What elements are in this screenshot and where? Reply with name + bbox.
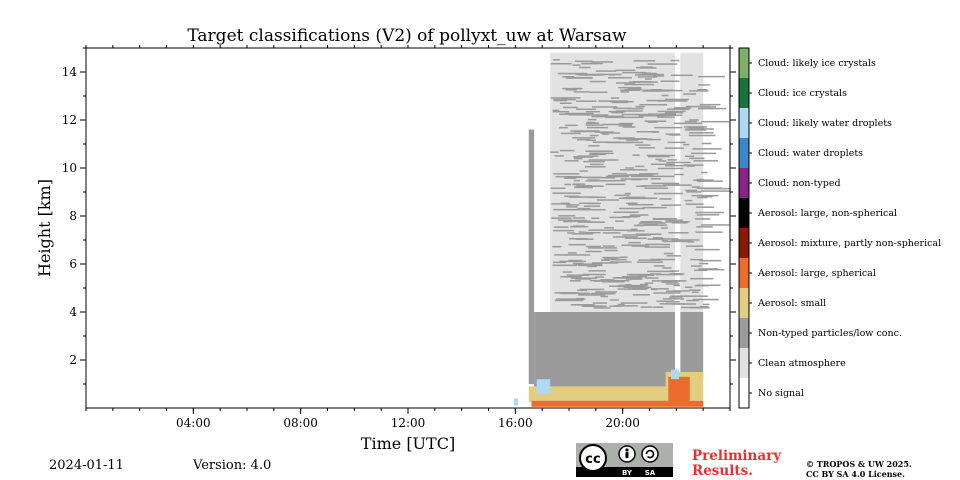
legend-label: Non-typed particles/low conc. — [758, 328, 902, 339]
legend-label: Cloud: non-typed — [758, 178, 841, 189]
legend-swatch — [739, 138, 749, 168]
version-label: Version: 4.0 — [193, 458, 272, 473]
x-tick-label: 08:00 — [283, 416, 318, 430]
share-alike-icon — [641, 445, 659, 463]
y-tick-label: 12 — [62, 113, 77, 127]
cloud-texture — [550, 59, 731, 309]
copyright-line-1: © TROPOS & UW 2025. — [806, 459, 912, 469]
legend-swatch — [739, 288, 749, 318]
x-tick-label: 04:00 — [176, 416, 211, 430]
class-legend: Cloud: likely ice crystals Cloud: ice cry… — [738, 47, 941, 409]
y-axis-label: Height [km] — [35, 179, 54, 277]
region-8 — [536, 379, 551, 394]
x-tick-label: 20:00 — [605, 416, 640, 430]
date-label: 2024-01-11 — [49, 458, 124, 473]
x-tick-label: 12:00 — [391, 416, 426, 430]
legend-label: Clean atmosphere — [758, 358, 846, 369]
legend-label: Aerosol: large, non-spherical — [757, 208, 897, 219]
legend-label: No signal — [758, 388, 804, 399]
preliminary-line-1: Preliminary — [692, 448, 782, 464]
y-tick-label: 14 — [62, 65, 78, 79]
region-3 — [680, 312, 704, 380]
region-1 — [680, 52, 704, 313]
legend-label: Aerosol: large, spherical — [757, 268, 876, 279]
legend-swatch — [739, 48, 749, 78]
legend-swatch — [739, 258, 749, 288]
x-tick-label: 16:00 — [498, 416, 533, 430]
legend-label: Aerosol: small — [757, 298, 826, 309]
y-tick-label: 6 — [69, 257, 77, 271]
legend-swatch — [739, 198, 749, 228]
legend-label: Cloud: likely water droplets — [758, 118, 892, 129]
legend-swatch — [739, 318, 749, 348]
region-4 — [528, 386, 675, 402]
y-tick-label: 4 — [69, 305, 77, 319]
cc-logo-text: cc — [585, 452, 600, 467]
legend-swatch — [739, 108, 749, 138]
legend-label: Cloud: water droplets — [758, 148, 863, 159]
sa-label: SA — [645, 469, 656, 477]
x-axis-label: Time [UTC] — [361, 434, 455, 453]
legend-label: Aerosol: mixture, partly non-spherical — [757, 238, 941, 249]
legend-swatch — [739, 78, 749, 108]
legend-swatch — [739, 168, 749, 198]
preliminary-line-2: Results. — [692, 463, 753, 479]
y-tick-label: 8 — [69, 209, 77, 223]
copyright-line-2: CC BY SA 4.0 License. — [806, 469, 905, 479]
y-tick-label: 2 — [69, 353, 77, 367]
region-9 — [670, 369, 680, 380]
region-0 — [550, 52, 675, 313]
legend-label: Cloud: likely ice crystals — [758, 58, 876, 69]
region-7 — [668, 376, 690, 404]
chart-title: Target classifications (V2) of pollyxt_u… — [187, 26, 627, 46]
y-axis: 2 4 6 8 10 12 14 — [62, 47, 736, 385]
by-label: BY — [622, 469, 633, 477]
legend-swatch — [739, 378, 749, 408]
x-axis: 04:00 08:00 12:00 16:00 20:00 — [85, 45, 731, 430]
legend-frame — [738, 47, 750, 409]
region-2 — [534, 312, 675, 392]
region-11 — [528, 129, 535, 384]
legend-swatch — [739, 348, 749, 378]
preliminary-results-label: Preliminary Results. — [692, 449, 781, 479]
cc-logo-icon — [579, 444, 607, 472]
legend-swatch — [739, 228, 749, 258]
cc-by-sa-badge: cc BY SA — [576, 443, 673, 477]
y-tick-label: 10 — [62, 161, 77, 175]
legend-label: Cloud: ice crystals — [758, 88, 847, 99]
region-10 — [513, 398, 519, 406]
region-6 — [531, 400, 704, 407]
copyright-notice: © TROPOS & UW 2025. CC BY SA 4.0 License… — [806, 459, 912, 479]
plot-area — [85, 47, 731, 409]
